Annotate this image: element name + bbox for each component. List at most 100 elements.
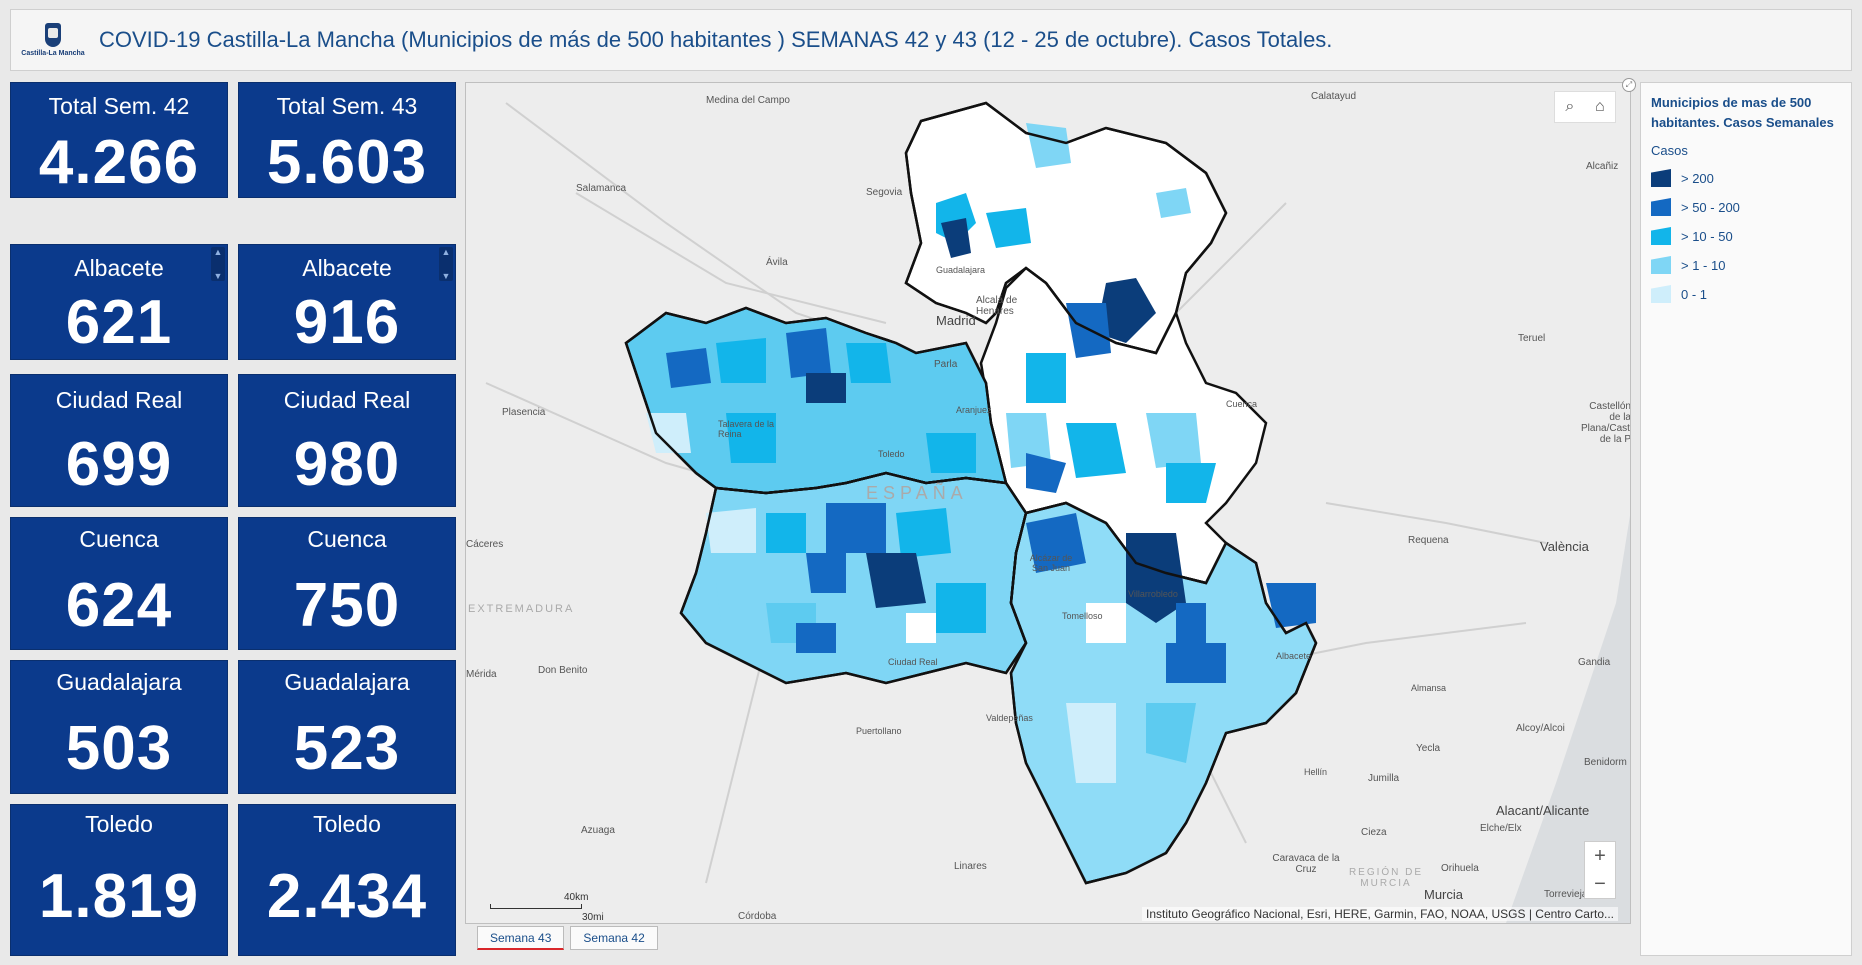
municipality-patches bbox=[646, 123, 1316, 783]
legend-panel: Municipios de mas de 500 habitantes. Cas… bbox=[1640, 82, 1852, 956]
card-value: 699 bbox=[65, 430, 173, 499]
card-ciudadreal-sem43[interactable]: Ciudad Real 980 bbox=[238, 374, 456, 507]
card-scroll-control[interactable]: ▲ ▼ bbox=[211, 247, 225, 281]
legend-swatch bbox=[1651, 256, 1671, 274]
place-label: EXTREMADURA bbox=[468, 603, 575, 615]
place-label: Puertollano bbox=[856, 726, 902, 736]
place-label: Ciudad Real bbox=[888, 657, 938, 667]
place-label: Don Benito bbox=[538, 665, 588, 676]
chevron-down-icon[interactable]: ▼ bbox=[213, 271, 223, 281]
card-total-sem43[interactable]: Total Sem. 43 5.603 bbox=[238, 82, 456, 198]
card-label: Ciudad Real bbox=[55, 387, 183, 413]
tab-semana-43[interactable]: Semana 43 bbox=[477, 926, 565, 950]
choropleth-map[interactable] bbox=[466, 83, 1631, 924]
legend-label: > 1 - 10 bbox=[1681, 257, 1726, 273]
card-label: Albacete bbox=[74, 255, 164, 281]
legend-swatch bbox=[1651, 198, 1671, 216]
map-view[interactable]: Medina del Campo Calatayud Salamanca Seg… bbox=[465, 82, 1631, 924]
card-toledo-sem43[interactable]: Toledo 2.434 bbox=[238, 804, 456, 956]
legend-swatch bbox=[1651, 227, 1671, 245]
place-label: Azuaga bbox=[581, 825, 615, 836]
search-icon[interactable]: ⌕ bbox=[1565, 98, 1575, 115]
place-label: Aranjuez bbox=[956, 405, 992, 415]
card-ciudadreal-sem42[interactable]: Ciudad Real 699 bbox=[10, 374, 228, 507]
header-bar: Castilla-La Mancha COVID-19 Castilla-La … bbox=[10, 9, 1852, 71]
card-value: 621 bbox=[65, 288, 173, 357]
legend-label: > 200 bbox=[1681, 170, 1714, 186]
chevron-down-icon[interactable]: ▼ bbox=[441, 271, 451, 281]
place-label: Torrevieja bbox=[1544, 889, 1588, 900]
chevron-up-icon[interactable]: ▲ bbox=[441, 247, 451, 257]
coat-of-arms-icon bbox=[45, 23, 61, 47]
chevron-up-icon[interactable]: ▲ bbox=[213, 247, 223, 257]
card-guadalajara-sem42[interactable]: Guadalajara 503 bbox=[10, 660, 228, 794]
place-label: Alcoy/Alcoi bbox=[1516, 723, 1565, 734]
legend-item: > 50 - 200 bbox=[1651, 198, 1841, 216]
place-label: Murcia bbox=[1424, 887, 1464, 902]
tab-semana-42[interactable]: Semana 42 bbox=[570, 926, 658, 950]
place-label: Caravaca de la Cruz bbox=[1272, 853, 1340, 875]
place-label: Linares bbox=[954, 861, 987, 872]
card-toledo-sem42[interactable]: Toledo 1.819 bbox=[10, 804, 228, 956]
card-albacete-sem43[interactable]: ▲ ▼ Albacete 916 bbox=[238, 244, 456, 360]
page-title: COVID-19 Castilla-La Mancha (Municipios … bbox=[99, 27, 1333, 52]
legend-item: > 200 bbox=[1651, 169, 1841, 187]
place-label: Cieza bbox=[1361, 827, 1387, 838]
card-value: 980 bbox=[293, 430, 401, 499]
legend-item: > 1 - 10 bbox=[1651, 256, 1841, 274]
place-label: Madrid bbox=[936, 313, 976, 328]
card-label: Cuenca bbox=[79, 526, 159, 552]
card-total-sem42[interactable]: Total Sem. 42 4.266 bbox=[10, 82, 228, 198]
place-label: Mérida bbox=[466, 669, 497, 680]
place-label: Villarrobledo bbox=[1128, 589, 1178, 599]
card-value: 2.434 bbox=[266, 862, 428, 931]
place-label: REGIÓN DE MURCIA bbox=[1348, 867, 1424, 889]
legend-swatch bbox=[1651, 169, 1671, 187]
place-label: Teruel bbox=[1518, 333, 1546, 344]
card-cuenca-sem42[interactable]: Cuenca 624 bbox=[10, 517, 228, 650]
card-value: 523 bbox=[293, 714, 401, 783]
card-scroll-control[interactable]: ▲ ▼ bbox=[439, 247, 453, 281]
zoom-out-button[interactable]: − bbox=[1594, 872, 1606, 895]
place-label: Cáceres bbox=[466, 539, 504, 550]
indicator-panel: Total Sem. 42 4.266 Total Sem. 43 5.603 … bbox=[10, 82, 456, 956]
card-label: Toledo bbox=[85, 811, 153, 837]
zoom-in-button[interactable]: + bbox=[1594, 844, 1606, 867]
place-label: Alcalá de Henares bbox=[976, 295, 1018, 317]
place-label: Albacete bbox=[1276, 651, 1312, 661]
scale-bar: 40km 30mi bbox=[490, 892, 604, 923]
place-label: Cuenca bbox=[1226, 399, 1258, 409]
card-guadalajara-sem43[interactable]: Guadalajara 523 bbox=[238, 660, 456, 794]
place-label: Castellón de la Plana/Castelló de la P bbox=[1581, 401, 1631, 445]
sea-area bbox=[1506, 515, 1630, 923]
card-label: Total Sem. 43 bbox=[276, 93, 418, 119]
home-icon[interactable]: ⌂ bbox=[1594, 98, 1605, 115]
place-label: Gandia bbox=[1578, 657, 1611, 668]
legend-item: 0 - 1 bbox=[1651, 285, 1841, 303]
card-albacete-sem42[interactable]: ▲ ▼ Albacete 621 bbox=[10, 244, 228, 360]
card-label: Guadalajara bbox=[56, 669, 182, 695]
card-label: Toledo bbox=[313, 811, 381, 837]
legend-label: 0 - 1 bbox=[1681, 286, 1708, 302]
place-label: València bbox=[1540, 539, 1589, 554]
legend-swatch bbox=[1651, 285, 1671, 303]
card-cuenca-sem43[interactable]: Cuenca 750 bbox=[238, 517, 456, 650]
card-value: 750 bbox=[293, 571, 401, 640]
place-label: Calatayud bbox=[1311, 91, 1357, 102]
map-attribution[interactable]: Instituto Geográfico Nacional, Esri, HER… bbox=[1142, 907, 1618, 921]
expand-icon[interactable]: ⤢ bbox=[1622, 78, 1636, 92]
place-label: Alacant/Alicante bbox=[1496, 803, 1590, 818]
place-label: Jumilla bbox=[1368, 773, 1400, 784]
place-label: Córdoba bbox=[738, 911, 777, 922]
place-label: Hellín bbox=[1304, 767, 1328, 777]
place-label: Yecla bbox=[1416, 743, 1441, 754]
legend-item: > 10 - 50 bbox=[1651, 227, 1841, 245]
place-label: Elche/Elx bbox=[1480, 823, 1522, 834]
scale-km: 40km bbox=[564, 892, 589, 903]
card-value: 503 bbox=[65, 714, 173, 783]
place-label: Medina del Campo bbox=[706, 95, 790, 106]
scale-mi: 30mi bbox=[582, 912, 604, 923]
place-label: Valdepeñas bbox=[986, 713, 1033, 723]
place-label: Ávila bbox=[766, 257, 788, 268]
card-label: Guadalajara bbox=[284, 669, 410, 695]
